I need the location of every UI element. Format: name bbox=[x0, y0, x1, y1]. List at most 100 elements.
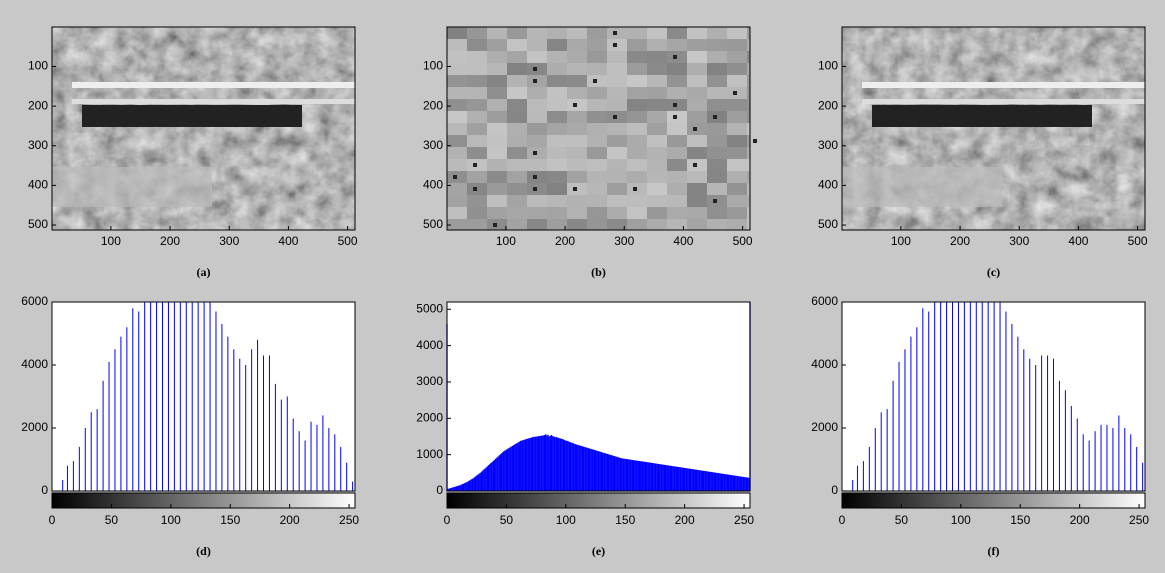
image-block bbox=[587, 135, 607, 147]
image-block bbox=[447, 75, 467, 87]
bridge-rail bbox=[862, 99, 1145, 104]
image-block bbox=[627, 111, 647, 123]
image-block bbox=[607, 219, 627, 230]
y-tick-label: 100 bbox=[818, 59, 838, 73]
x-tick-label: 250 bbox=[339, 513, 359, 527]
image-block bbox=[547, 195, 567, 207]
image-dot bbox=[713, 115, 717, 119]
image-block bbox=[447, 207, 467, 219]
image-block bbox=[467, 99, 487, 111]
x-tick-label: 400 bbox=[673, 234, 693, 248]
x-tick-label: 200 bbox=[280, 513, 300, 527]
image-block bbox=[647, 219, 667, 230]
image-block bbox=[587, 111, 607, 123]
panel-label: (f) bbox=[988, 544, 1000, 558]
image-block bbox=[507, 159, 527, 171]
image-dot bbox=[573, 103, 577, 107]
image-block bbox=[547, 27, 567, 39]
image-block bbox=[687, 27, 707, 39]
image-block bbox=[627, 195, 647, 207]
image-block bbox=[627, 123, 647, 135]
axes-area bbox=[52, 302, 355, 491]
y-tick-label: 2000 bbox=[416, 410, 443, 424]
image-block bbox=[447, 99, 467, 111]
image-block bbox=[487, 195, 507, 207]
x-tick-label: 300 bbox=[219, 234, 239, 248]
image-block bbox=[507, 195, 527, 207]
image-dot bbox=[493, 223, 497, 227]
bridge-deck bbox=[872, 105, 1092, 127]
y-tick-label: 4000 bbox=[21, 357, 48, 371]
x-tick-label: 500 bbox=[338, 234, 358, 248]
image-block bbox=[507, 123, 527, 135]
image-block bbox=[507, 99, 527, 111]
image-block bbox=[567, 207, 587, 219]
image-dot bbox=[733, 91, 737, 95]
image-block bbox=[467, 87, 487, 99]
image-dot bbox=[673, 103, 677, 107]
axes-box bbox=[841, 26, 1146, 231]
image-block bbox=[587, 87, 607, 99]
image-block bbox=[647, 147, 667, 159]
image-block bbox=[487, 51, 507, 63]
image-block bbox=[627, 171, 647, 183]
image-block bbox=[727, 111, 747, 123]
image-block bbox=[647, 159, 667, 171]
image-block bbox=[487, 63, 507, 75]
image-block bbox=[687, 51, 707, 63]
image-block bbox=[527, 39, 547, 51]
image-block bbox=[607, 183, 627, 195]
image-block bbox=[687, 63, 707, 75]
image-block bbox=[467, 171, 487, 183]
image-block bbox=[607, 63, 627, 75]
image-block bbox=[527, 99, 547, 111]
image-block bbox=[747, 183, 750, 195]
image-block bbox=[507, 207, 527, 219]
image-block bbox=[707, 99, 727, 111]
x-tick-label: 200 bbox=[160, 234, 180, 248]
image-block bbox=[627, 27, 647, 39]
image-block bbox=[467, 39, 487, 51]
y-tick-label: 300 bbox=[818, 138, 838, 152]
image-block bbox=[707, 207, 727, 219]
y-tick-label: 100 bbox=[28, 59, 48, 73]
y-tick-label: 200 bbox=[423, 98, 443, 112]
x-tick-label: 50 bbox=[895, 513, 909, 527]
image-block bbox=[547, 171, 567, 183]
axes-box bbox=[841, 301, 1146, 492]
colorbar bbox=[446, 492, 751, 509]
image-block bbox=[467, 207, 487, 219]
image-block bbox=[647, 135, 667, 147]
bridge-deck bbox=[82, 105, 302, 127]
image-block bbox=[527, 87, 547, 99]
image-block bbox=[507, 219, 527, 230]
image-block bbox=[707, 219, 727, 230]
image-block bbox=[707, 39, 727, 51]
image-dot bbox=[613, 115, 617, 119]
image-block bbox=[667, 27, 687, 39]
image-block bbox=[447, 87, 467, 99]
water bbox=[52, 167, 212, 207]
image-block bbox=[447, 27, 467, 39]
image-block bbox=[747, 159, 750, 171]
image-block bbox=[647, 123, 667, 135]
x-tick-label: 150 bbox=[1010, 513, 1030, 527]
x-tick-label: 200 bbox=[555, 234, 575, 248]
image-dot bbox=[693, 127, 697, 131]
y-tick-label: 5000 bbox=[416, 301, 443, 315]
image-block bbox=[727, 63, 747, 75]
image-block bbox=[647, 111, 667, 123]
image-block bbox=[487, 171, 507, 183]
image-block bbox=[467, 135, 487, 147]
axes-box bbox=[51, 26, 356, 231]
image-block bbox=[727, 207, 747, 219]
x-tick-label: 0 bbox=[49, 513, 56, 527]
image-block bbox=[527, 219, 547, 230]
image-block bbox=[707, 171, 727, 183]
image-dot bbox=[713, 199, 717, 203]
image-block bbox=[507, 135, 527, 147]
image-block bbox=[727, 171, 747, 183]
image-dot bbox=[533, 151, 537, 155]
bridge-rail bbox=[72, 82, 355, 88]
image-block bbox=[527, 111, 547, 123]
